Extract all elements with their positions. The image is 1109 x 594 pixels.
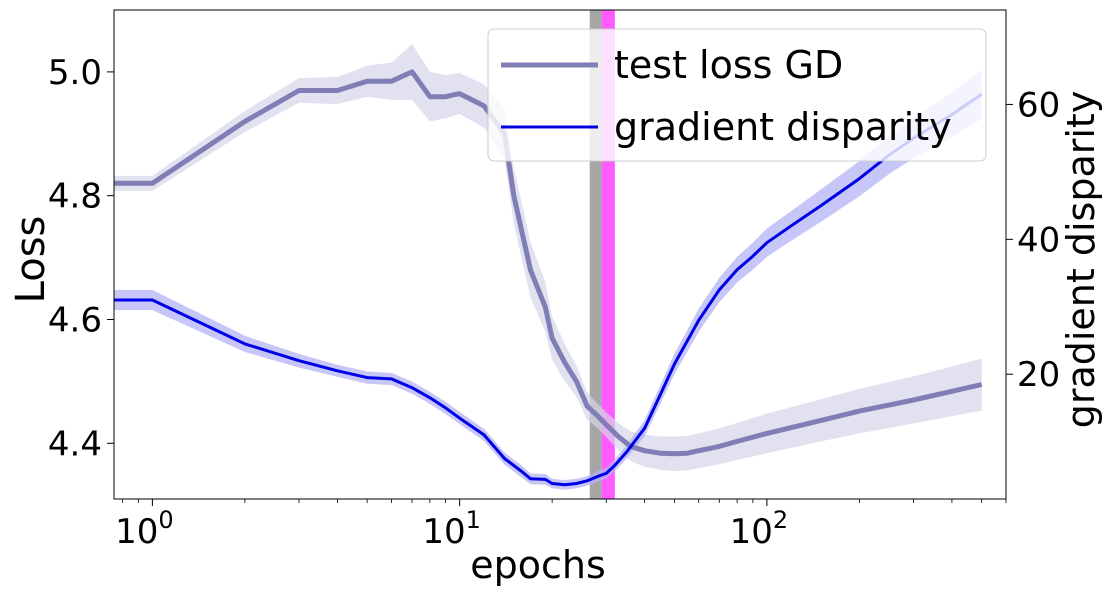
test-loss-gd-point [366, 80, 368, 82]
gradient-disparity-point [444, 407, 446, 409]
gradient-disparity-point [298, 360, 300, 362]
gradient-disparity-point [366, 376, 368, 378]
test-loss-gd-point [698, 450, 700, 452]
test-loss-gd-point [736, 440, 738, 442]
gradient-disparity-point [718, 289, 720, 291]
test-loss-gd-point [912, 399, 914, 401]
test-loss-gd-point [429, 96, 431, 98]
gradient-disparity-point [673, 363, 675, 365]
gradient-disparity-point [483, 434, 485, 436]
y-right-tick-label: 60 [1017, 85, 1060, 125]
test-loss-gd-point [586, 405, 588, 407]
y-left-tick-label: 4.4 [48, 424, 102, 464]
test-loss-gd-line [114, 69, 983, 457]
test-loss-gd-point [336, 89, 338, 91]
gradient-disparity-point [643, 427, 645, 429]
test-loss-gd-point [483, 105, 485, 107]
gradient-disparity-point [390, 378, 392, 380]
gradient-disparity-line [114, 93, 983, 487]
test-loss-gd-point [643, 450, 645, 452]
gradient-disparity-point [752, 255, 754, 257]
test-loss-gd-point [981, 383, 983, 385]
gradient-disparity-point [766, 242, 768, 244]
gradient-disparity-point [564, 484, 566, 486]
gradient-disparity-point [151, 299, 153, 301]
test-loss-gd-point [551, 337, 553, 339]
test-loss-gd-point [766, 432, 768, 434]
test-loss-gd-point [951, 390, 953, 392]
legend-label: test loss GD [614, 43, 843, 87]
gradient-disparity-point [544, 478, 546, 480]
gradient-disparity-point [551, 482, 553, 484]
gradient-disparity-point [503, 457, 505, 459]
test-loss-gd-point [298, 89, 300, 91]
gradient-disparity-point [698, 319, 700, 321]
gradient-disparity-point [521, 471, 523, 473]
test-loss-gd-point [575, 380, 577, 382]
gradient-disparity-point [820, 204, 822, 206]
gradient-disparity-point [596, 476, 598, 478]
y-right-tick-label: 20 [1017, 355, 1060, 395]
gradient-disparity-point [575, 482, 577, 484]
gradient-disparity-point [458, 417, 460, 419]
gradient-disparity-point [605, 472, 607, 474]
test-loss-gd-point [529, 269, 531, 271]
plot-frame [113, 9, 1007, 500]
gradient-disparity-point [736, 269, 738, 271]
test-loss-gd-point [564, 362, 566, 364]
test-loss-gd-point [411, 71, 413, 73]
test-loss-gd-point [544, 306, 546, 308]
gradient-disparity-point [244, 343, 246, 345]
test-loss-gd-point [390, 80, 392, 82]
test-loss-gd-point [605, 424, 607, 426]
test-loss-gd-point [458, 92, 460, 94]
gradient-disparity-point [586, 480, 588, 482]
test-loss-gd-point [618, 436, 620, 438]
gradient-disparity-point [659, 393, 661, 395]
test-loss-gd-point [151, 182, 153, 184]
y-left-tick-label: 5.0 [48, 53, 102, 93]
gradient-disparity-point [529, 478, 531, 480]
gradient-disparity-point [858, 177, 860, 179]
legend: test loss GD gradient disparity [487, 28, 987, 162]
y-right-axis-label: gradient disparity [1059, 91, 1103, 429]
gradient-disparity-point [429, 397, 431, 399]
test-loss-gd-point [858, 410, 860, 412]
x-axis-label: epochs [470, 543, 606, 587]
gradient-disparity-point [614, 464, 616, 466]
test-loss-gd-point [244, 120, 246, 122]
test-loss-gd-point [673, 453, 675, 455]
y-left-tick-label: 4.8 [48, 177, 102, 217]
x-tick-label: 102 [730, 506, 789, 552]
series-lines [114, 69, 983, 487]
gradient-disparity-point [336, 370, 338, 372]
test-loss-gd-point [444, 96, 446, 98]
test-loss-gd-point [596, 414, 598, 416]
y-right-tick-label: 40 [1017, 220, 1060, 260]
y-left-tick-label: 4.6 [48, 300, 102, 340]
legend-box [487, 28, 987, 162]
gradient-disparity-point [626, 451, 628, 453]
test-loss-gd-point [513, 195, 515, 197]
test-loss-gd-point [686, 452, 688, 454]
test-loss-gd-point [718, 445, 720, 447]
x-tick-label: 100 [115, 506, 174, 552]
legend-label: gradient disparity [614, 105, 952, 149]
gradient-disparity-point [411, 387, 413, 389]
y-left-axis-label: Loss [8, 216, 54, 304]
test-loss-gd-point [659, 452, 661, 454]
test-loss-gd-point [820, 419, 822, 421]
gradient-disparity-point [790, 225, 792, 227]
